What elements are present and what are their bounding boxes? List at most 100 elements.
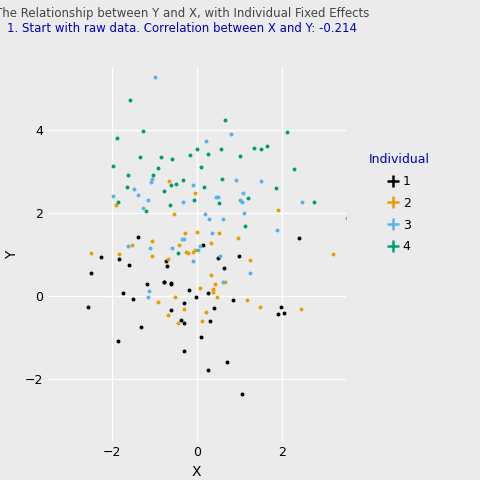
Point	[114, 337, 122, 345]
Point	[206, 317, 214, 325]
Point	[144, 196, 152, 204]
Point	[256, 303, 264, 311]
Point	[134, 234, 142, 241]
Point	[123, 183, 131, 191]
Point	[220, 264, 228, 272]
Point	[189, 248, 196, 255]
Point	[166, 202, 174, 209]
Point	[148, 237, 156, 245]
Point	[130, 185, 137, 193]
Point	[137, 324, 144, 331]
Point	[157, 154, 165, 161]
Point	[129, 295, 137, 302]
Point	[212, 193, 219, 201]
Point	[280, 310, 288, 317]
Point	[210, 304, 218, 312]
Point	[185, 286, 193, 293]
Point	[204, 367, 212, 374]
Text: 1. Start with raw data. Correlation between X and Y: -0.214: 1. Start with raw data. Correlation betw…	[7, 22, 358, 35]
Point	[87, 269, 95, 277]
Point	[84, 303, 92, 311]
Point	[14, 148, 22, 156]
Point	[237, 196, 244, 204]
Point	[298, 198, 305, 206]
Point	[168, 245, 176, 252]
Point	[297, 305, 305, 313]
Point	[295, 235, 303, 242]
Point	[257, 177, 264, 184]
Point	[115, 256, 122, 264]
Point	[203, 137, 210, 144]
Point	[275, 206, 282, 214]
Point	[149, 252, 156, 260]
Point	[239, 189, 246, 196]
Point	[273, 184, 280, 192]
Point	[167, 279, 175, 287]
Point	[180, 348, 188, 355]
Point	[232, 177, 240, 184]
Point	[124, 171, 132, 179]
Point	[211, 280, 219, 288]
Point	[142, 207, 149, 215]
Point	[187, 151, 194, 158]
Text: The Relationship between Y and X, with Individual Fixed Effects: The Relationship between Y and X, with I…	[0, 7, 370, 20]
Point	[199, 241, 207, 249]
Point	[214, 254, 221, 262]
Point	[197, 164, 204, 171]
Point	[228, 131, 235, 138]
Point	[204, 289, 212, 297]
Point	[196, 242, 204, 250]
Point	[205, 216, 213, 223]
Point	[223, 358, 230, 366]
Point	[180, 235, 188, 242]
Point	[207, 271, 215, 278]
Point	[217, 145, 225, 153]
Point	[273, 226, 281, 234]
Point	[277, 303, 285, 311]
Point	[109, 162, 117, 170]
Point	[115, 251, 122, 258]
Point	[274, 310, 282, 318]
Point	[160, 278, 168, 286]
Point	[145, 287, 153, 295]
Point	[180, 319, 188, 327]
Point	[189, 258, 197, 265]
Point	[263, 142, 271, 150]
Point	[164, 255, 171, 263]
Point	[109, 192, 117, 200]
Point	[139, 204, 147, 212]
Point	[179, 177, 187, 184]
Point	[127, 96, 134, 104]
Point	[170, 210, 178, 217]
Point	[180, 299, 188, 307]
Point	[239, 198, 246, 205]
Point	[202, 210, 209, 218]
Point	[172, 180, 180, 188]
Point	[160, 278, 168, 286]
Point	[168, 280, 175, 288]
Point	[120, 289, 127, 297]
Point	[174, 319, 182, 327]
Point	[214, 193, 222, 201]
Point	[200, 183, 208, 191]
Point	[343, 214, 351, 222]
Point	[181, 229, 189, 237]
Point	[244, 194, 252, 202]
Point	[146, 244, 154, 252]
Point	[198, 317, 206, 324]
Point	[124, 241, 132, 249]
Point	[218, 175, 226, 182]
Point	[220, 277, 228, 285]
Point	[180, 305, 188, 312]
Point	[207, 240, 215, 247]
Point	[160, 187, 168, 195]
Point	[216, 199, 223, 207]
Point	[167, 181, 174, 189]
Point	[310, 198, 318, 205]
Point	[193, 246, 201, 254]
Point	[247, 256, 254, 264]
Point	[241, 222, 249, 230]
Point	[112, 201, 120, 208]
Point	[257, 145, 265, 153]
Point	[213, 293, 220, 300]
